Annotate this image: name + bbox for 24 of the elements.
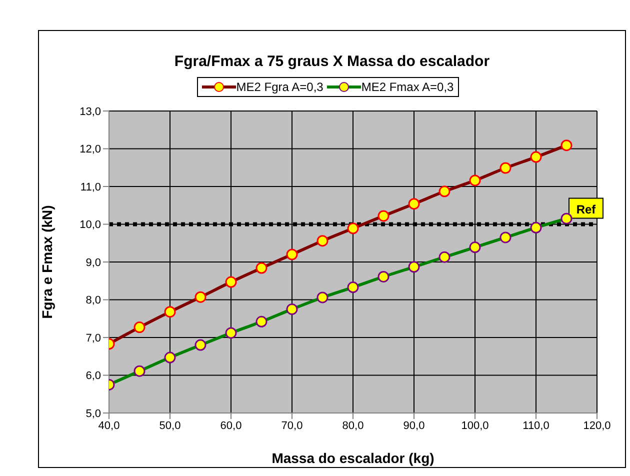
ref-line-label: Ref <box>576 202 597 216</box>
y-tick-label: 5,0 <box>86 408 101 420</box>
x-tick-label: 40,0 <box>98 420 120 432</box>
x-tick-label: 90,0 <box>403 420 425 432</box>
legend-label: ME2 Fgra A=0,3 <box>236 80 324 94</box>
y-tick-label: 6,0 <box>86 370 101 382</box>
y-axis-title: Fgra e Fmax (kN) <box>38 205 55 319</box>
x-axis-title: Massa do escalador (kg) <box>272 450 434 466</box>
y-tick-label: 7,0 <box>86 332 101 344</box>
x-tick-label: 70,0 <box>281 420 303 432</box>
legend-label: ME2 Fmax A=0,3 <box>361 80 454 94</box>
chart-title: Fgra/Fmax a 75 graus X Massa do escalador <box>173 53 491 72</box>
x-tick-label: 80,0 <box>342 420 364 432</box>
x-tick-label: 100,0 <box>461 420 489 432</box>
y-tick-label: 8,0 <box>86 294 101 307</box>
x-tick-label: 60,0 <box>220 420 242 432</box>
x-tick-label: 110,0 <box>522 420 550 432</box>
x-tick-label: 120,0 <box>583 420 611 432</box>
y-tick-label: 11,0 <box>80 181 101 194</box>
y-tick-label: 12,0 <box>80 144 101 156</box>
y-tick-label: 9,0 <box>86 256 101 269</box>
y-tick-label: 13,0 <box>80 106 101 118</box>
y-tick-label: 10,0 <box>80 219 101 232</box>
x-tick-label: 50,0 <box>159 420 181 432</box>
